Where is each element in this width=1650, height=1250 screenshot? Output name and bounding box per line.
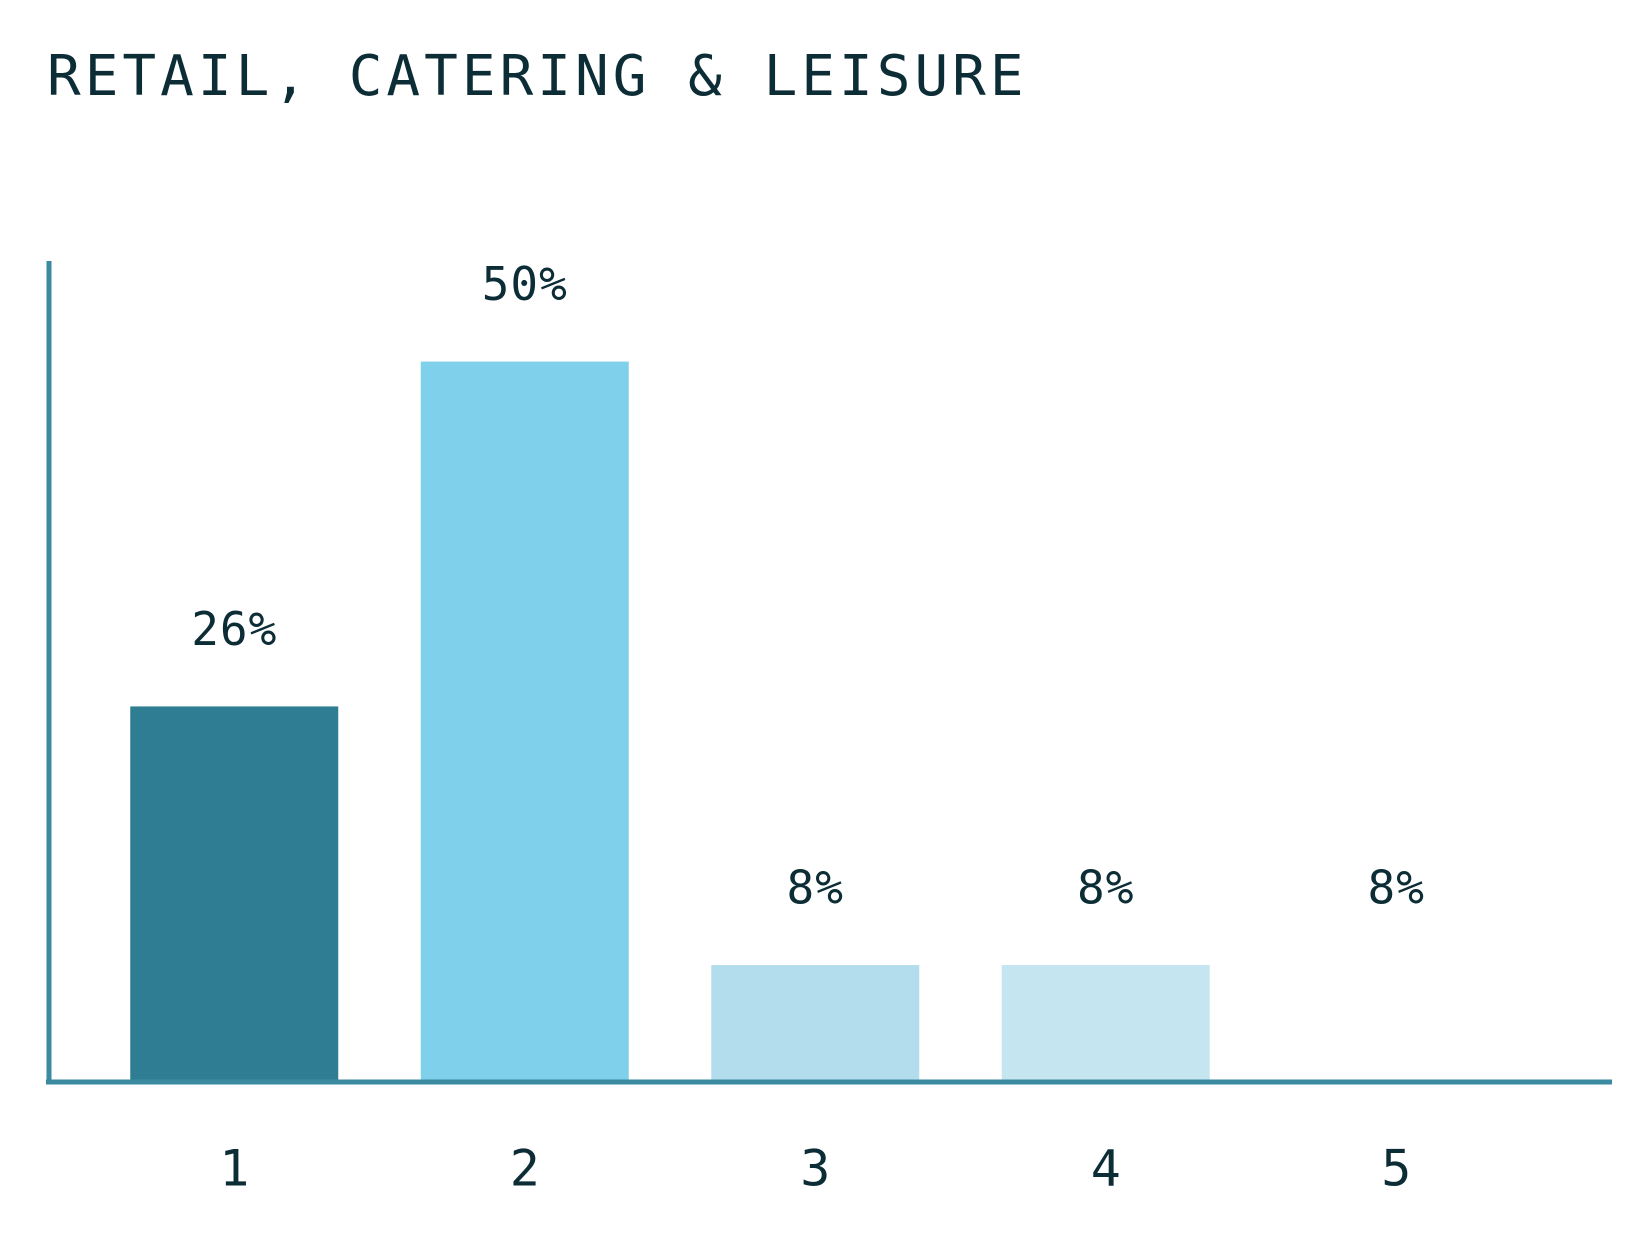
value-label: 8% <box>787 861 844 915</box>
x-tick-label: 2 <box>510 1140 540 1198</box>
bar <box>130 706 339 1080</box>
bar <box>1292 965 1501 1080</box>
bar <box>1001 965 1210 1080</box>
x-tick-label: 4 <box>1091 1140 1121 1198</box>
x-tick-label: 1 <box>219 1140 249 1198</box>
value-label: 8% <box>1368 861 1425 915</box>
bar <box>711 965 920 1080</box>
x-tick-label: 3 <box>800 1140 830 1198</box>
value-label: 8% <box>1077 861 1134 915</box>
value-label: 26% <box>191 602 277 656</box>
bar <box>420 361 629 1080</box>
x-tick-label: 5 <box>1381 1140 1411 1198</box>
chart-title: RETAIL, CATERING & LEISURE <box>47 44 1028 109</box>
value-label: 50% <box>482 257 568 311</box>
